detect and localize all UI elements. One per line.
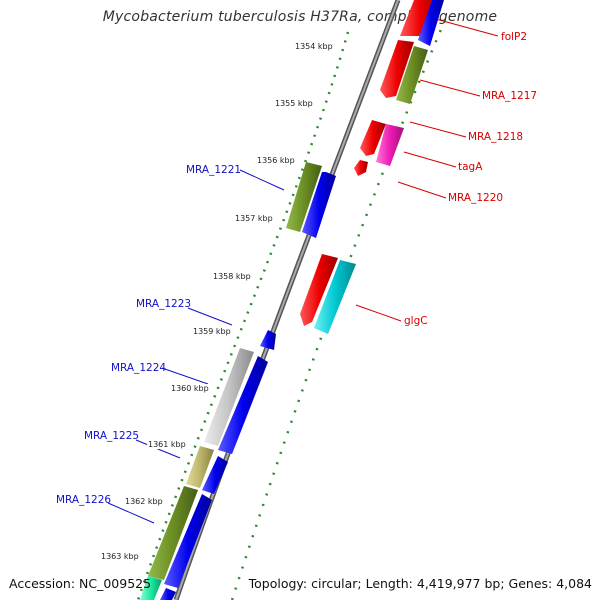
minus-strand-genes	[140, 162, 336, 600]
gene-label-mra-1221[interactable]: MRA_1221	[186, 164, 242, 176]
gene-mra-1221-olive[interactable]	[286, 162, 322, 232]
gene-label-mra-1218[interactable]: MRA_1218	[468, 131, 524, 143]
gene-label-glgc[interactable]: glgC	[404, 315, 428, 327]
gene-label-mra-1224[interactable]: MRA_1224	[111, 362, 167, 374]
gene-mra-1220[interactable]	[354, 160, 368, 176]
gene-mra-1218[interactable]	[360, 120, 386, 156]
scale-label: 1357 kbp	[234, 214, 274, 223]
plus-strand-genes	[300, 0, 444, 334]
accession-label: Accession: NC_009525	[9, 576, 152, 591]
gene-mra-1217-olive[interactable]	[396, 46, 428, 104]
gene-label-folp2[interactable]: folP2	[501, 31, 528, 43]
gene-mra-1224-gray[interactable]	[204, 348, 254, 446]
genome-summary: Topology: circular; Length: 4,419,977 bp…	[248, 576, 592, 591]
gene-mra-1225[interactable]	[202, 456, 228, 494]
scale-label: 1358 kbp	[212, 272, 252, 281]
gene-folp2-blue[interactable]	[418, 0, 444, 46]
callout-lines	[107, 17, 499, 524]
gene-mra-1217[interactable]	[380, 40, 414, 98]
gene-glgc[interactable]	[300, 254, 338, 326]
gene-label-mra-1217[interactable]: MRA_1217	[482, 90, 538, 102]
scale-label: 1354 kbp	[294, 42, 334, 51]
gene-mra-1225-khaki[interactable]	[186, 446, 214, 488]
scale-label: 1363 kbp	[100, 552, 140, 561]
scale-label: 1362 kbp	[124, 497, 164, 506]
gene-mra-1226[interactable]	[164, 494, 212, 588]
gc-skew-track-inner	[230, 19, 447, 600]
scale-label: 1355 kbp	[274, 99, 314, 108]
gene-mra-1227-spring[interactable]	[140, 576, 162, 600]
scale-label: 1361 kbp	[147, 440, 187, 449]
gene-mra-1221[interactable]	[302, 172, 336, 238]
scale-label: 1356 kbp	[256, 156, 296, 165]
gene-mra-1227[interactable]	[160, 588, 176, 600]
gene-label-mra-1225[interactable]: MRA_1225	[84, 430, 140, 442]
gene-taga[interactable]	[376, 124, 404, 166]
map-title: Mycobacterium tuberculosis H37Ra, comple…	[102, 9, 498, 25]
gene-mra-1224[interactable]	[218, 356, 268, 454]
scale-label: 1360 kbp	[170, 384, 210, 393]
gene-label-mra-1223[interactable]: MRA_1223	[136, 298, 192, 310]
gene-label-mra-1226[interactable]: MRA_1226	[56, 494, 112, 506]
gc-skew-track-outer	[136, 31, 350, 600]
gene-mra-1223[interactable]	[260, 330, 276, 350]
scale-label: 1359 kbp	[192, 327, 232, 336]
gene-mra-1226-olive[interactable]	[148, 486, 198, 580]
gene-label-mra-1220[interactable]: MRA_1220	[448, 192, 504, 204]
gene-glgc-cyan[interactable]	[314, 260, 356, 334]
gene-label-taga[interactable]: tagA	[458, 161, 483, 173]
